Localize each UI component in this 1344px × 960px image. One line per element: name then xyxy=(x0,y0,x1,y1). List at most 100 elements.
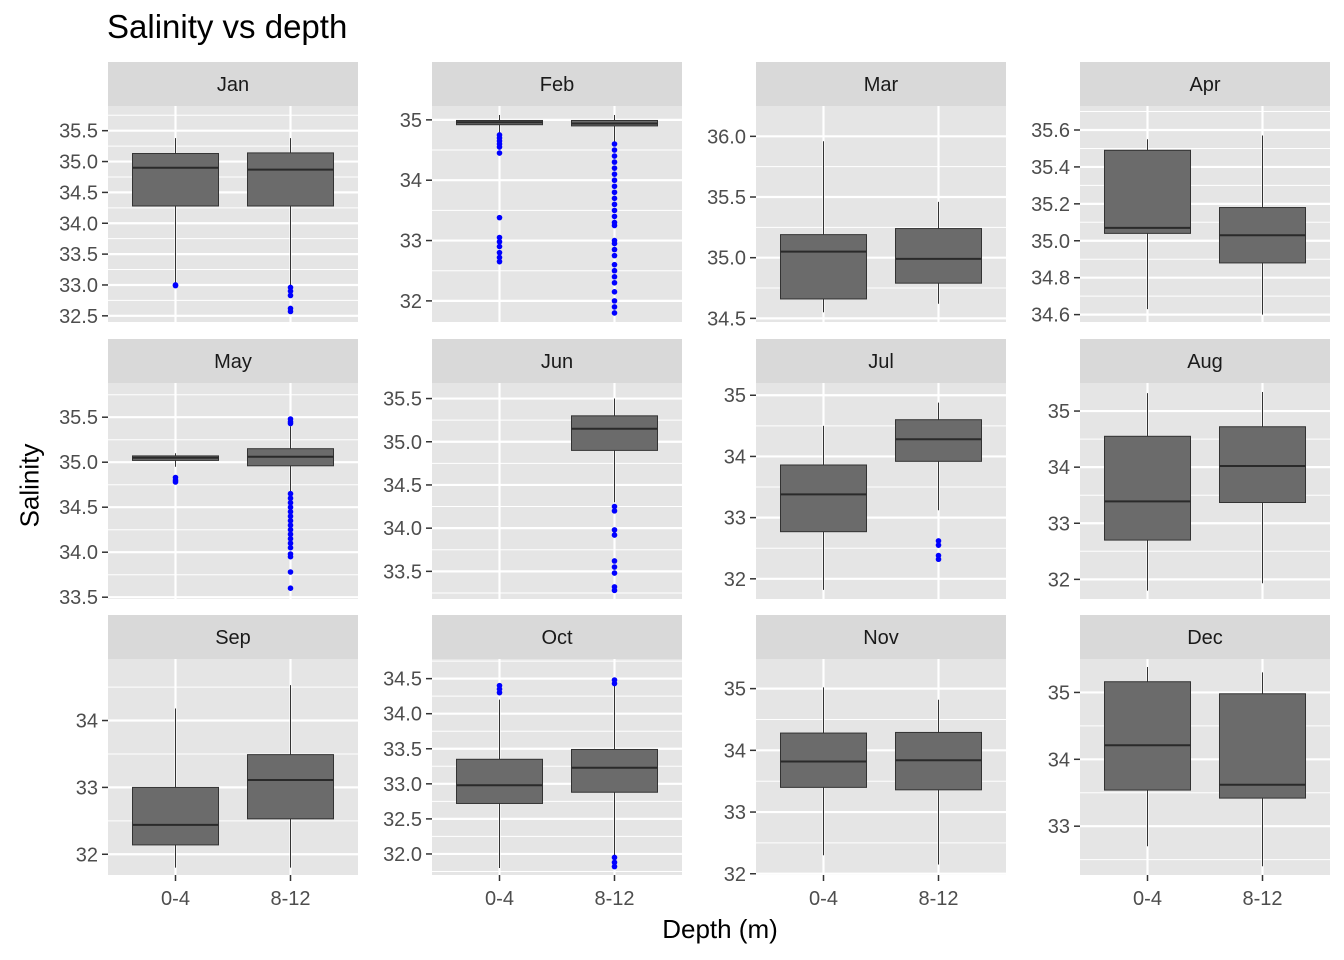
y-tick-label: 32 xyxy=(400,291,422,313)
outlier-point xyxy=(611,207,618,214)
facet-strip-label: Oct xyxy=(541,627,573,649)
outlier-point xyxy=(287,531,294,537)
outlier-point xyxy=(287,553,294,560)
x-axis-label: Depth (m) xyxy=(662,914,778,944)
outlier-point xyxy=(611,527,618,533)
outlier-point xyxy=(287,288,294,294)
outlier-point xyxy=(611,298,618,304)
facet-strip-label: Apr xyxy=(1189,74,1220,96)
outlier-point xyxy=(287,308,294,315)
y-tick-label: 35 xyxy=(724,679,746,701)
y-tick-label: 32 xyxy=(724,864,746,886)
facet-strip xyxy=(1080,62,1330,106)
y-tick-label: 34 xyxy=(724,446,746,468)
y-tick-label: 34 xyxy=(76,711,98,733)
y-tick-label: 33 xyxy=(1048,513,1070,535)
y-tick-label: 33 xyxy=(724,508,746,530)
outlier-point xyxy=(287,522,294,528)
outlier-point xyxy=(287,490,294,497)
y-tick-label: 33.5 xyxy=(59,587,98,609)
outlier-point xyxy=(611,195,618,202)
y-tick-label: 35.2 xyxy=(1031,194,1070,216)
outlier-point xyxy=(496,689,503,696)
y-tick-label: 35.0 xyxy=(1031,231,1070,253)
box-iqr xyxy=(780,732,867,788)
outlier-point xyxy=(611,213,618,220)
facet-strip xyxy=(1080,615,1330,659)
outlier-point xyxy=(287,544,294,551)
outlier-point xyxy=(611,587,618,594)
outlier-point xyxy=(611,854,618,861)
outlier-point xyxy=(287,420,294,427)
y-tick-label: 32.0 xyxy=(383,844,422,866)
outlier-point xyxy=(287,292,294,299)
facet-strip-label: Nov xyxy=(863,627,899,649)
y-tick-label: 35.4 xyxy=(1031,157,1070,179)
y-tick-label: 35 xyxy=(1048,682,1070,704)
box-iqr xyxy=(780,464,867,533)
facet-strip-label: Jan xyxy=(217,74,249,96)
y-tick-label: 33 xyxy=(724,802,746,824)
y-tick-label: 34.0 xyxy=(59,213,98,235)
y-tick-label: 34 xyxy=(400,170,422,192)
outlier-point xyxy=(172,282,179,289)
outlier-point xyxy=(611,267,618,274)
outlier-point xyxy=(287,504,294,511)
y-tick-label: 34.8 xyxy=(1031,268,1070,290)
facet-panel-mar: Mar 34.5 35.0 35.5 36.0 xyxy=(707,62,1006,330)
y-tick-label: 35 xyxy=(400,110,422,132)
y-tick-label: 33.0 xyxy=(383,774,422,796)
outlier-point xyxy=(935,538,942,544)
y-tick-label: 35.0 xyxy=(707,248,746,270)
box-iqr xyxy=(132,153,219,207)
box-iqr xyxy=(895,228,982,284)
y-tick-label: 34 xyxy=(724,740,746,762)
y-tick-label: 33.5 xyxy=(59,244,98,266)
facet-panel-oct: Oct 32.0 32.5 33.0 33.5 34.0 34.5 0-4 8-12 xyxy=(383,615,682,910)
outlier-point xyxy=(496,249,503,256)
outlier-point xyxy=(496,258,503,265)
outlier-point xyxy=(611,246,618,253)
y-tick-label: 32 xyxy=(724,569,746,591)
y-tick-label: 34.6 xyxy=(1031,305,1070,327)
y-tick-label: 32 xyxy=(76,844,98,866)
facet-strip-label: Mar xyxy=(864,74,899,96)
box-iqr xyxy=(247,754,334,820)
outlier-point xyxy=(611,680,618,687)
facet-strip-label: Feb xyxy=(540,74,574,96)
y-tick-label: 36.0 xyxy=(707,126,746,148)
outlier-point xyxy=(611,159,618,165)
facet-strip xyxy=(432,339,682,383)
outlier-point xyxy=(611,532,618,538)
box-iqr xyxy=(1104,149,1191,234)
facet-panel-jan: Jan 32.5 33.0 33.5 34.0 34.5 35.0 35.5 xyxy=(59,62,358,328)
y-tick-label: 33.0 xyxy=(59,275,98,297)
outlier-point xyxy=(496,150,503,156)
box-iqr xyxy=(1104,681,1191,791)
y-tick-label: 33.5 xyxy=(383,561,422,583)
outlier-point xyxy=(287,569,294,575)
facet-panel-dec: Dec 33 34 35 0-4 8-12 xyxy=(1048,615,1330,910)
outlier-point xyxy=(611,503,618,510)
outlier-point xyxy=(172,479,179,485)
box-iqr xyxy=(247,152,334,207)
y-tick-label: 34.5 xyxy=(707,308,746,330)
outlier-point xyxy=(496,144,503,150)
outlier-point xyxy=(611,289,618,295)
y-tick-label: 35.5 xyxy=(383,389,422,411)
x-tick-label: 0-4 xyxy=(485,888,514,910)
facet-panel-aug: Aug 32 33 34 35 xyxy=(1048,339,1330,599)
outlier-point xyxy=(611,189,618,196)
box-iqr xyxy=(132,786,219,846)
outlier-point xyxy=(935,556,942,563)
y-tick-label: 35.0 xyxy=(383,432,422,454)
box-iqr xyxy=(571,748,658,793)
outlier-point xyxy=(611,859,618,866)
outlier-point xyxy=(496,254,503,261)
y-tick-label: 34.5 xyxy=(383,475,422,497)
outlier-point xyxy=(611,177,618,184)
x-tick-label: 0-4 xyxy=(1133,888,1162,910)
outlier-point xyxy=(935,542,942,548)
facet-strip xyxy=(108,615,358,659)
